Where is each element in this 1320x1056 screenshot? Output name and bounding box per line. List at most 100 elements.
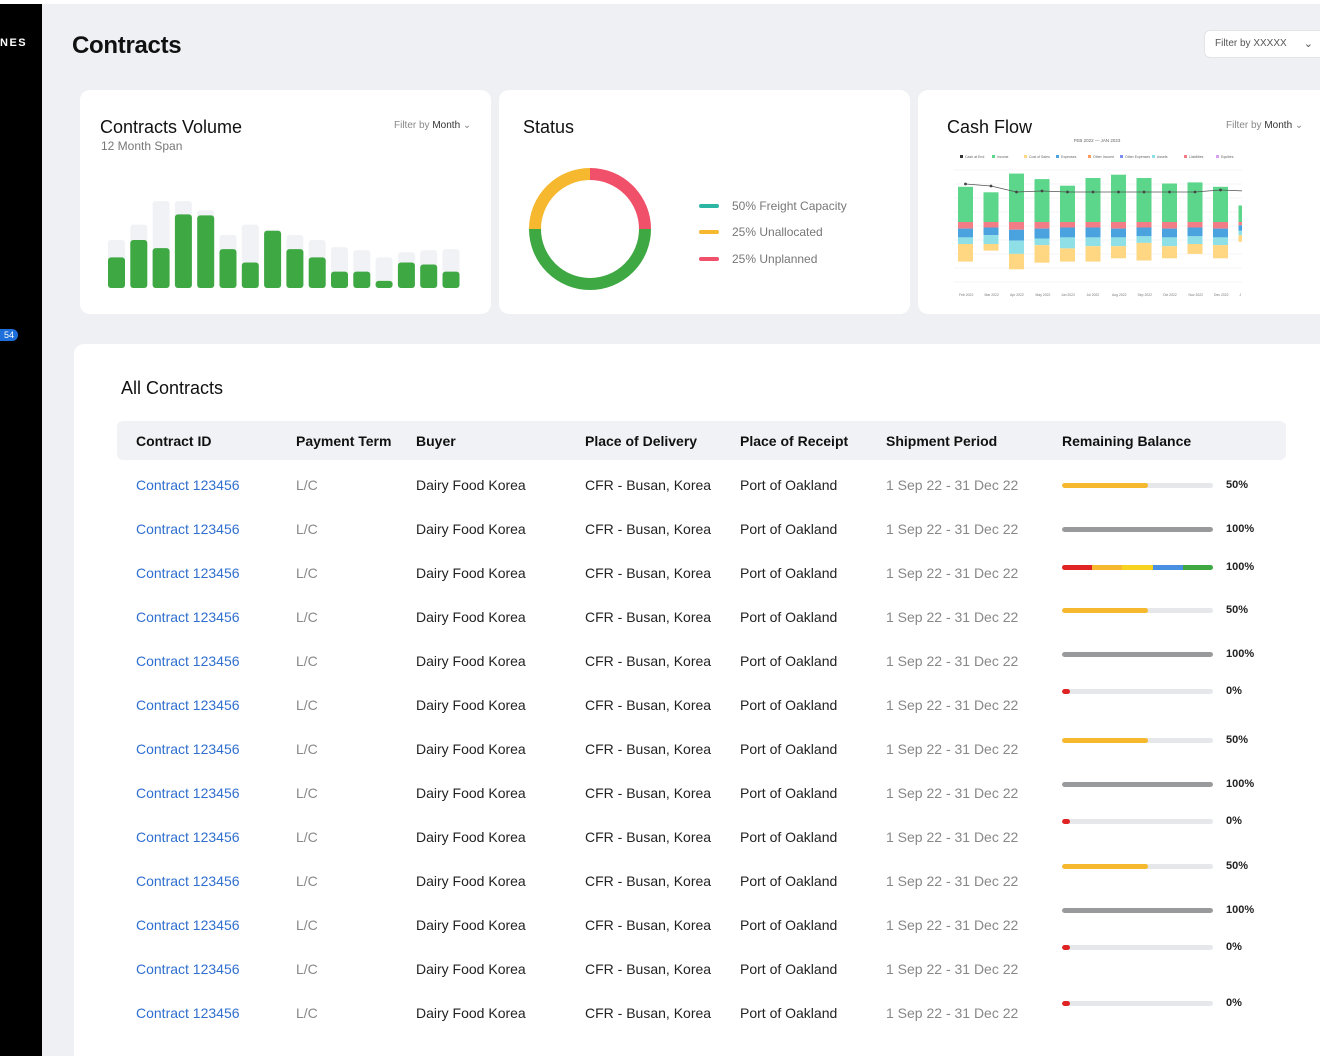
balance-fill <box>1062 527 1213 532</box>
contract-id-link[interactable]: Contract 123456 <box>136 829 240 845</box>
contract-id-link[interactable]: Contract 123456 <box>136 565 240 581</box>
cashflow-bar-segment <box>1162 183 1177 222</box>
volume-bar[interactable] <box>397 262 415 288</box>
volume-bar[interactable] <box>264 230 282 288</box>
remaining-balance-percent: 50% <box>1226 479 1249 491</box>
volume-bar[interactable] <box>219 249 237 288</box>
place-of-receipt-cell: Port of Oakland <box>740 917 838 933</box>
cashflow-bar-segment <box>1136 222 1152 228</box>
cashflow-x-tick: J <box>1240 293 1242 297</box>
payment-term-cell: L/C <box>296 521 318 537</box>
volume-bar[interactable] <box>442 271 460 288</box>
contract-id-link[interactable]: Contract 123456 <box>136 697 240 713</box>
contract-id-link[interactable]: Contract 123456 <box>136 961 240 977</box>
header-place-of-delivery[interactable]: Place of Delivery <box>585 433 698 449</box>
header-shipment-period[interactable]: Shipment Period <box>886 433 998 449</box>
contract-id-link[interactable]: Contract 123456 <box>136 917 240 933</box>
volume-bar[interactable] <box>174 214 192 288</box>
contract-id-link[interactable]: Contract 123456 <box>136 521 240 537</box>
contract-id-link[interactable]: Contract 123456 <box>136 1005 240 1021</box>
cashflow-x-tick: Oct 2022 <box>1163 293 1177 297</box>
contract-id-link[interactable]: Contract 123456 <box>136 653 240 669</box>
balance-segment <box>1122 565 1153 570</box>
legend-swatch <box>699 230 719 234</box>
place-of-receipt-cell: Port of Oakland <box>740 565 838 581</box>
cashflow-bar-segment <box>983 244 999 251</box>
cashflow-filter-dropdown[interactable]: Filter by Month ⌄ <box>1226 120 1303 131</box>
cashflow-bar-segment <box>1238 235 1242 242</box>
cashflow-bar-segment <box>1162 222 1177 229</box>
header-payment-term[interactable]: Payment Term <box>296 433 392 449</box>
cashflow-bar-segment <box>1085 178 1101 222</box>
volume-bar[interactable] <box>331 271 348 288</box>
cashflow-legend-swatch <box>960 155 963 158</box>
cashflow-x-tick: Mar 2022 <box>985 293 999 297</box>
legend-swatch <box>699 257 719 261</box>
volume-bar[interactable] <box>375 280 393 288</box>
cash-flow-chart: FEB 2022 — JAN 2023 Cash at End Income Cost… <box>954 138 1242 297</box>
volume-bar[interactable] <box>353 271 371 288</box>
cashflow-legend-label: Expenses <box>1061 155 1077 159</box>
contract-id-link[interactable]: Contract 123456 <box>136 873 240 889</box>
cashflow-bar-segment <box>983 227 999 236</box>
volume-bar[interactable] <box>286 249 304 288</box>
donut-slice[interactable] <box>529 228 651 290</box>
contract-id-link[interactable]: Contract 123456 <box>136 741 240 757</box>
header-contract-id[interactable]: Contract ID <box>136 433 212 449</box>
cashflow-bar-segment <box>1136 236 1152 243</box>
place-of-delivery-cell: CFR - Busan, Korea <box>585 961 712 977</box>
balance-fill <box>1062 652 1213 657</box>
chevron-down-icon: ⌄ <box>462 120 472 131</box>
donut-slice[interactable] <box>529 168 591 230</box>
cashflow-bar-segment <box>1111 222 1126 229</box>
remaining-balance-percent: 50% <box>1226 860 1249 872</box>
balance-fill <box>1062 945 1070 950</box>
remaining-balance-bar <box>1062 1001 1213 1006</box>
sidebar: NES 54 <box>0 4 42 1056</box>
cashflow-x-tick: Dec 2022 <box>1214 293 1229 297</box>
payment-term-cell: L/C <box>296 829 318 845</box>
balance-fill <box>1062 908 1213 913</box>
buyer-cell: Dairy Food Korea <box>416 741 526 757</box>
volume-bar[interactable] <box>241 262 259 288</box>
payment-term-cell: L/C <box>296 917 318 933</box>
cashflow-card-title: Cash Flow <box>947 117 1033 137</box>
notification-badge[interactable]: 54 <box>0 329 19 341</box>
volume-filter-value: Month <box>432 120 461 131</box>
remaining-balance-percent: 0% <box>1226 815 1242 827</box>
place-of-delivery-cell: CFR - Busan, Korea <box>585 477 712 493</box>
place-of-receipt-cell: Port of Oakland <box>740 697 838 713</box>
buyer-cell: Dairy Food Korea <box>416 565 526 581</box>
contract-id-link[interactable]: Contract 123456 <box>136 785 240 801</box>
volume-bar[interactable] <box>308 257 326 288</box>
global-filter-select[interactable]: Filter by XXXXX ⌄ <box>1204 30 1320 58</box>
cashflow-bar-segment <box>1085 222 1101 228</box>
payment-term-cell: L/C <box>296 785 318 801</box>
header-place-of-receipt[interactable]: Place of Receipt <box>740 433 849 449</box>
volume-bar[interactable] <box>108 257 125 288</box>
cashflow-legend-label: Assets <box>1157 155 1168 159</box>
contract-id-link[interactable]: Contract 123456 <box>136 477 240 493</box>
balance-fill <box>1062 864 1149 869</box>
place-of-receipt-cell: Port of Oakland <box>740 961 838 977</box>
volume-bar[interactable] <box>197 215 215 288</box>
contract-id-link[interactable]: Contract 123456 <box>136 609 240 625</box>
remaining-balance-bar <box>1062 945 1213 950</box>
cashflow-bar-segment <box>1009 240 1024 254</box>
header-remaining-balance[interactable]: Remaining Balance <box>1062 433 1192 449</box>
volume-bar[interactable] <box>420 264 438 288</box>
donut-slice[interactable] <box>589 168 651 230</box>
cashflow-bar-segment <box>1111 246 1126 259</box>
volume-filter-dropdown[interactable]: Filter by Month ⌄ <box>394 120 471 131</box>
volume-bar[interactable] <box>152 248 170 288</box>
balance-segment <box>1062 565 1093 570</box>
cashflow-bar-segment <box>1060 248 1075 262</box>
volume-bar[interactable] <box>130 239 148 288</box>
cashflow-bar-segment <box>1034 222 1050 229</box>
remaining-balance-percent: 100% <box>1226 523 1255 535</box>
balance-fill <box>1062 1001 1070 1006</box>
header-buyer[interactable]: Buyer <box>416 433 456 449</box>
place-of-delivery-cell: CFR - Busan, Korea <box>585 697 712 713</box>
remaining-balance-bar <box>1062 689 1213 694</box>
cashflow-bar-segment <box>1213 237 1228 246</box>
